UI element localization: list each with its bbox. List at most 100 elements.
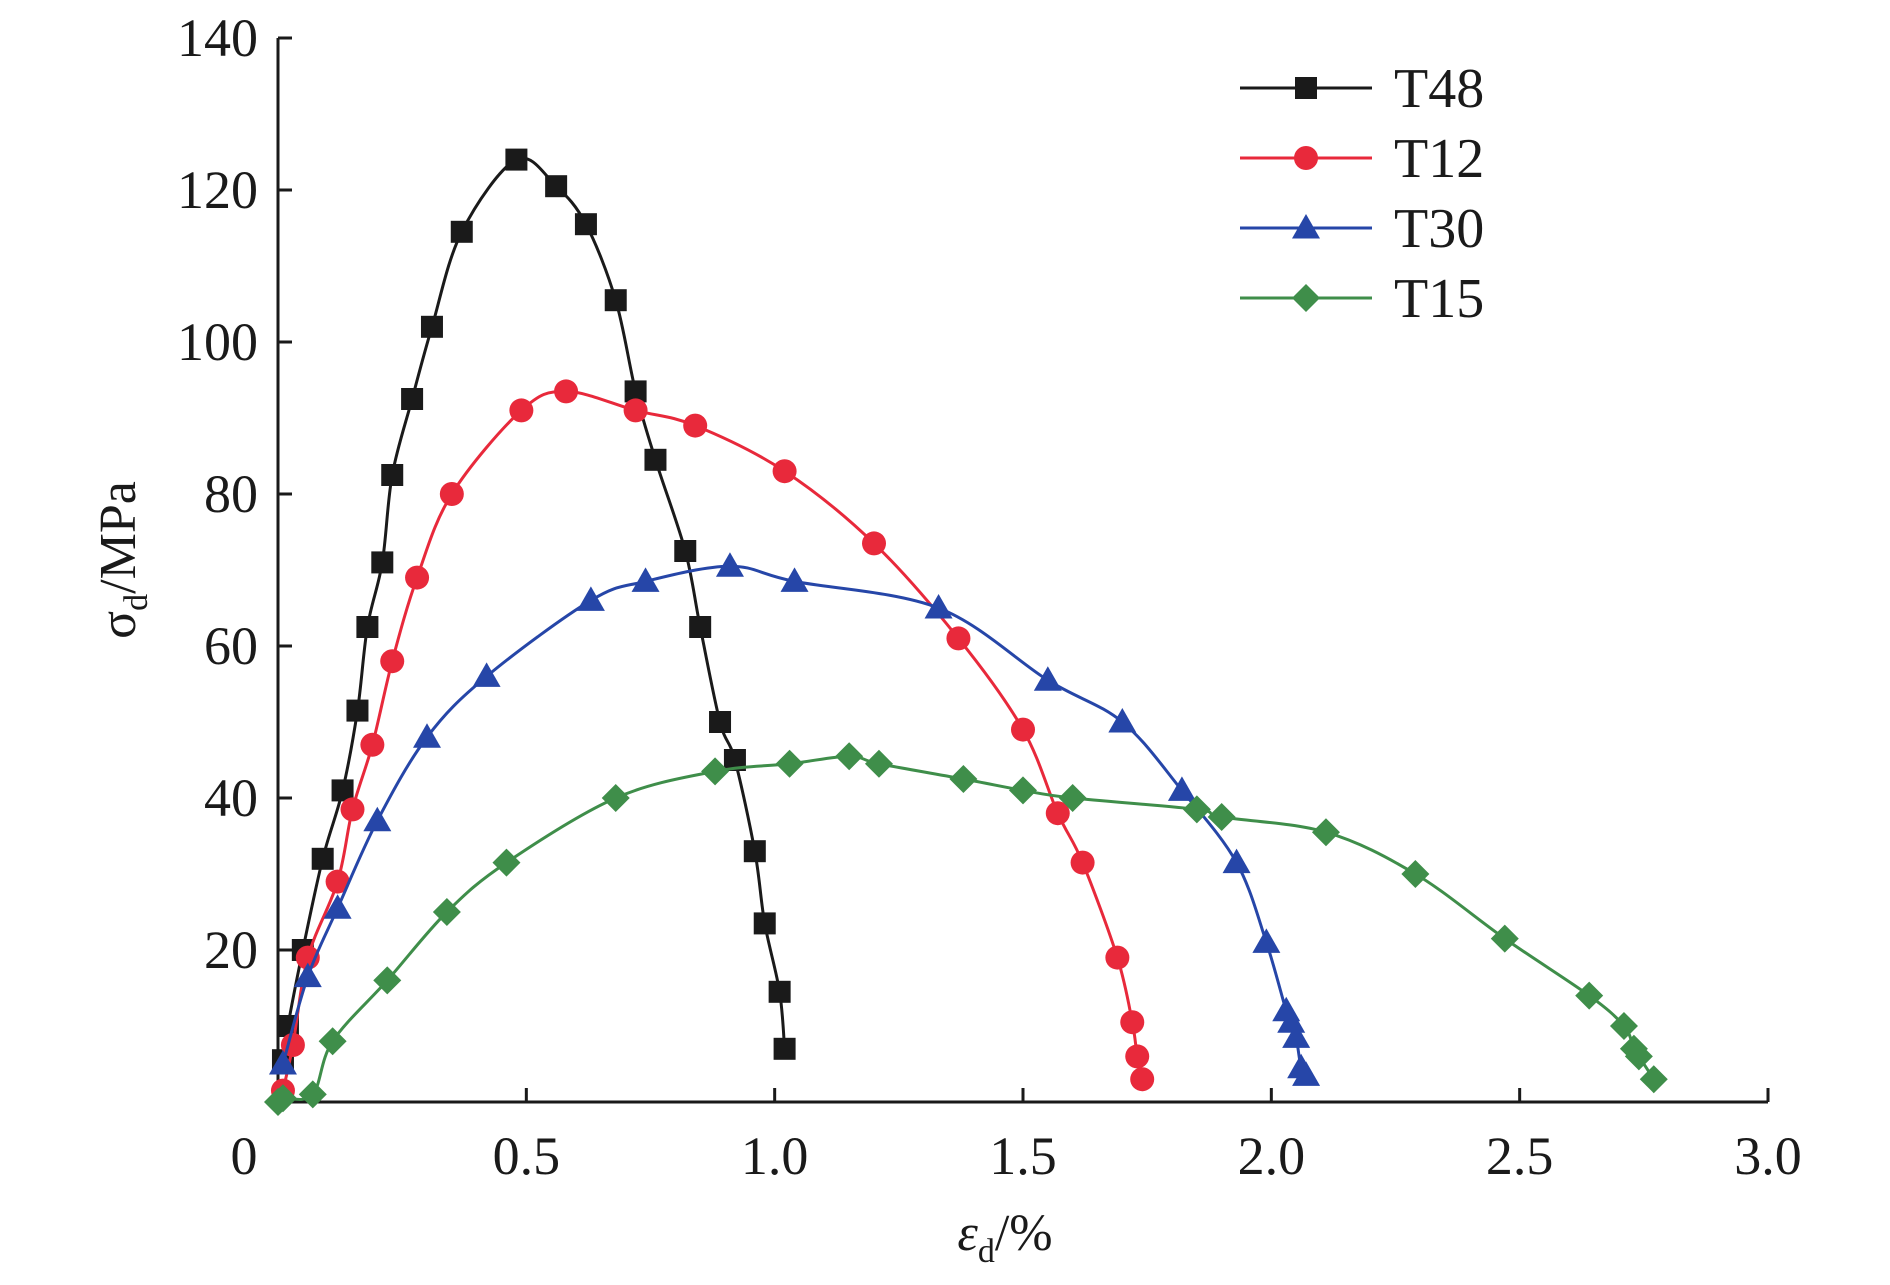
series-t12-point [439,482,464,506]
legend-label-t15: T15 [1394,268,1484,330]
series-t12-point [862,531,886,556]
series-t48-point [371,551,394,574]
x-tick-label: 2.5 [1486,1126,1554,1186]
series-t15-point [492,848,521,877]
series-t48-point [356,616,379,638]
series-t15-point [601,784,630,812]
x-tick-label: 1.0 [741,1126,809,1186]
x-tick-label: 0 [231,1126,258,1186]
legend: T48 T12 T30 T15 [1240,58,1484,330]
series-t30-point [631,567,660,592]
series-t48-point [753,912,776,935]
series-t30-point [1167,776,1196,801]
series-t12-point [1125,1044,1150,1069]
x-axis-symbol: ε [957,1205,978,1262]
series-t15 [264,742,1668,1116]
x-tick-label: 1.5 [989,1126,1057,1186]
x-axis-subscript: d [978,1233,995,1270]
legend-marker-t15 [1292,284,1320,312]
series-t48-point [768,980,791,1003]
series-t15-point [1609,1012,1638,1040]
series-t15-point [1401,860,1430,888]
series-t48-point [346,699,369,722]
series-t15-point [1639,1065,1668,1094]
series-t30-point [472,662,501,687]
series-t15-point [1009,776,1037,805]
series-t48-point [574,213,597,236]
series-t15-point [318,1027,347,1056]
legend-marker-t12 [1294,146,1318,170]
series-t30-point [1292,1061,1321,1086]
series-t12-point [1105,945,1130,970]
series-t15-point [1058,784,1087,812]
series-t30-point [323,894,352,919]
series-t15-point [835,742,864,771]
legend-item-t48: T48 [1240,58,1484,120]
series-t30-point [780,567,809,592]
series-t48-point [689,616,712,638]
series-t30-point [1252,928,1281,953]
series-t12-point [1120,1010,1145,1035]
y-axis-unit: /MPa [90,481,147,594]
series-t30-point [1282,1023,1311,1048]
series-t30 [268,552,1321,1086]
series-t48 [271,148,796,1072]
series-t12-point [360,732,385,757]
legend-label-t12: T12 [1394,128,1484,190]
legend-label-t48: T48 [1394,58,1484,120]
series-t12-point [1011,717,1035,742]
series-t15-point [701,757,730,786]
y-tick-label: 20 [204,920,258,980]
series-t48-point [624,380,647,403]
series-t48-point [545,175,568,198]
y-axis-title: σd/MPa [90,481,155,639]
series-t30-line [281,564,1308,1077]
y-tick-label: 100 [177,312,258,372]
series-t15-point [1207,803,1236,831]
series-t15-point [268,1084,297,1113]
series-t48-point [401,388,424,410]
series-t48-point [723,749,746,771]
series-t15-point [949,765,978,793]
series-t12-point [1045,801,1070,826]
legend-marker-t48 [1295,77,1317,99]
series-t48-point [381,464,404,486]
series-t15-point [864,749,893,778]
series-t15-point [1624,1042,1653,1071]
y-tick-label: 60 [204,616,258,676]
series-t48-point [420,315,443,338]
x-axis-title: εd/% [957,1205,1052,1270]
series-t30-point [576,586,605,611]
series-t15-point [373,966,402,995]
x-tick-label: 0.5 [493,1126,561,1186]
series-t48-point [505,148,528,171]
series-t12-point [1070,850,1095,875]
series-t48-point [331,779,354,802]
series-t12-line [281,389,1144,1091]
series-t30-point [1108,708,1137,733]
series-t12-point [405,565,430,590]
series-t30-point [1033,666,1062,691]
series-t12-point [683,413,708,438]
x-tick-label: 3.0 [1734,1126,1802,1186]
series-t15-point [1311,818,1340,847]
legend-item-t30: T30 [1240,198,1484,260]
axes: 0 0.5 1.0 1.5 2.0 2.5 3.0 20 40 60 80 100 120 140 [177,8,1802,1186]
y-tick-label: 140 [177,8,258,68]
x-axis-unit: /% [995,1205,1053,1262]
series-t48-point [311,847,334,870]
series-t48-point [604,289,627,312]
y-tick-label: 80 [204,464,258,524]
series-layer [264,148,1668,1116]
series-t12-point [509,398,534,423]
series-t30-point [1222,848,1251,874]
series-t15-line [276,754,1656,1104]
series-t30-point [293,962,322,988]
series-t48-point [674,540,697,562]
series-t48-point [644,448,667,471]
series-t48-line [281,156,787,1061]
series-t12-point [554,379,579,404]
legend-marker-t30 [1292,214,1320,239]
